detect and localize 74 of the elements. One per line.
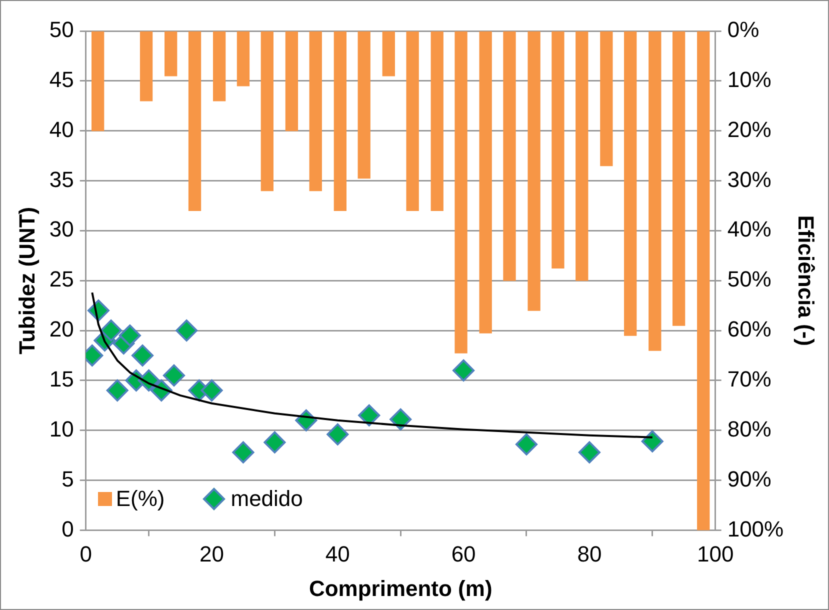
y-tick-label: 40 <box>49 116 74 142</box>
y-tick-label: 0 <box>62 516 74 542</box>
point <box>515 433 538 456</box>
x-tick-label: 20 <box>200 541 224 566</box>
bar <box>454 31 468 354</box>
y-tick-label: 20 <box>49 316 74 342</box>
bar <box>503 31 516 281</box>
y-tick-label: 10 <box>49 416 74 442</box>
bar <box>212 31 226 102</box>
y2-tick-label: 10% <box>727 66 772 92</box>
x-tick-label: 60 <box>451 541 476 566</box>
bar <box>406 31 419 212</box>
x-tick-label: 80 <box>577 541 602 566</box>
bar <box>600 31 613 166</box>
bar <box>358 31 370 179</box>
y2-tick-label: 60% <box>727 316 772 342</box>
y2-tick-label: 80% <box>727 416 772 442</box>
y-tick-label: 35 <box>49 166 74 192</box>
x-tick-label: 100 <box>696 541 734 566</box>
legend-label: E(%) <box>116 486 165 512</box>
point <box>232 441 254 464</box>
point <box>264 431 286 454</box>
bar <box>382 31 395 76</box>
bar <box>552 31 564 268</box>
bar <box>188 31 202 212</box>
bar <box>672 31 686 326</box>
y-tick-label: 25 <box>49 266 74 292</box>
y-tick-label: 5 <box>62 466 74 492</box>
point <box>100 320 122 342</box>
y2-tick-label: 0% <box>727 17 760 42</box>
y2-axis-title: Eficiência (-) <box>794 215 819 346</box>
point <box>162 364 185 386</box>
legend-label: medido <box>230 486 303 512</box>
y2-tick-label: 90% <box>727 466 772 492</box>
point <box>358 404 380 426</box>
bar <box>430 31 444 212</box>
x-tick-label: 0 <box>80 541 92 566</box>
point <box>200 379 223 402</box>
bar <box>309 31 322 192</box>
bar <box>285 31 298 132</box>
bar <box>648 31 662 351</box>
y2-tick-label: 70% <box>727 366 772 392</box>
point <box>578 441 600 464</box>
point <box>132 344 154 366</box>
bar <box>140 31 153 102</box>
point <box>452 359 475 382</box>
bar <box>260 31 274 192</box>
bar <box>479 31 492 334</box>
point <box>641 430 664 452</box>
point <box>118 324 141 347</box>
bar <box>624 31 637 336</box>
bar <box>334 31 347 212</box>
y-tick-label: 15 <box>49 366 74 392</box>
y2-tick-label: 40% <box>727 216 772 242</box>
y-tick-label: 50 <box>49 17 74 42</box>
y2-tick-label: 30% <box>727 166 772 192</box>
bar <box>92 31 104 132</box>
y-tick-label: 30 <box>49 216 74 242</box>
y2-tick-label: 20% <box>727 116 772 142</box>
point <box>390 408 412 430</box>
bar <box>236 31 250 86</box>
point <box>326 423 349 446</box>
x-tick-label: 40 <box>325 541 350 566</box>
point <box>106 379 128 402</box>
point <box>176 320 198 342</box>
y-axis-title: Tubidez (UNT) <box>14 206 40 354</box>
x-axis-title: Comprimento (m) <box>308 576 492 601</box>
y-tick-label: 45 <box>49 66 74 92</box>
y2-tick-label: 50% <box>727 266 772 292</box>
y2-tick-label: 100% <box>727 516 784 542</box>
bar <box>528 31 540 311</box>
bar <box>697 31 710 530</box>
bar <box>576 31 588 281</box>
bar <box>164 31 178 76</box>
